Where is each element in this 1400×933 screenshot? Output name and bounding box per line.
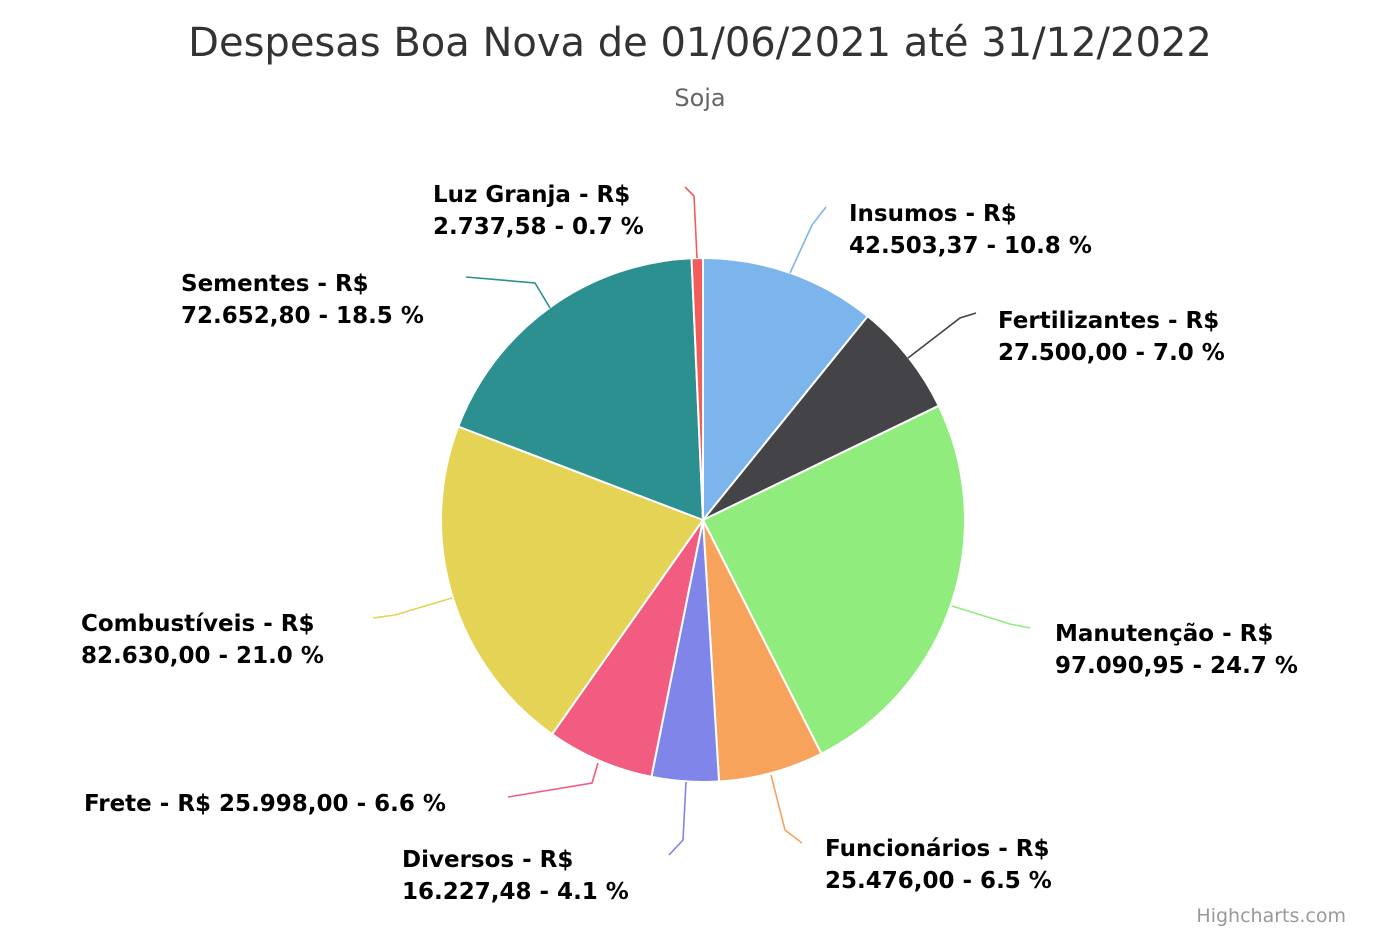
connector-luz-granja xyxy=(684,186,698,259)
data-label-luz-granja: Luz Granja - R$ 2.737,58 - 0.7 % xyxy=(433,182,644,240)
connector-manutencao xyxy=(951,605,1031,629)
chart-title: Despesas Boa Nova de 01/06/2021 até 31/1… xyxy=(188,20,1212,66)
pie-slices xyxy=(440,256,966,783)
data-label-frete: Frete - R$ 25.998,00 - 6.6 % xyxy=(84,791,446,817)
pie-slice-frete[interactable] xyxy=(551,519,704,778)
pie-slice-combustiveis[interactable] xyxy=(440,425,704,736)
data-label-manutencao: Manutenção - R$ 97.090,95 - 24.7 % xyxy=(1055,621,1298,679)
chart-subtitle: Soja xyxy=(674,84,725,112)
connector-diversos xyxy=(668,781,687,856)
data-label-funcionarios: Funcionários - R$ 25.476,00 - 6.5 % xyxy=(825,836,1052,894)
connector-insumos xyxy=(789,206,827,274)
connector-frete xyxy=(507,762,599,798)
credits-link[interactable]: Highcharts.com xyxy=(1196,905,1346,927)
data-label-diversos: Diversos - R$ 16.227,48 - 4.1 % xyxy=(402,847,629,905)
connector-combustiveis xyxy=(372,597,453,619)
pie-slice-luz-granja[interactable] xyxy=(690,256,704,521)
connector-funcionarios xyxy=(770,774,803,844)
data-labels: Insumos - R$ 42.503,37 - 10.8 % Fertilizan… xyxy=(81,182,1298,905)
data-label-combustiveis: Combustíveis - R$ 82.630,00 - 21.0 % xyxy=(81,611,324,669)
label-connectors xyxy=(372,186,1031,856)
pie-slice-manutencao[interactable] xyxy=(702,404,966,755)
connector-sementes xyxy=(465,276,551,309)
connector-fertilizantes xyxy=(907,312,977,359)
data-label-insumos: Insumos - R$ 42.503,37 - 10.8 % xyxy=(849,201,1092,259)
data-label-sementes: Sementes - R$ 72.652,80 - 18.5 % xyxy=(181,271,424,329)
data-label-fertilizantes: Fertilizantes - R$ 27.500,00 - 7.0 % xyxy=(998,308,1225,366)
